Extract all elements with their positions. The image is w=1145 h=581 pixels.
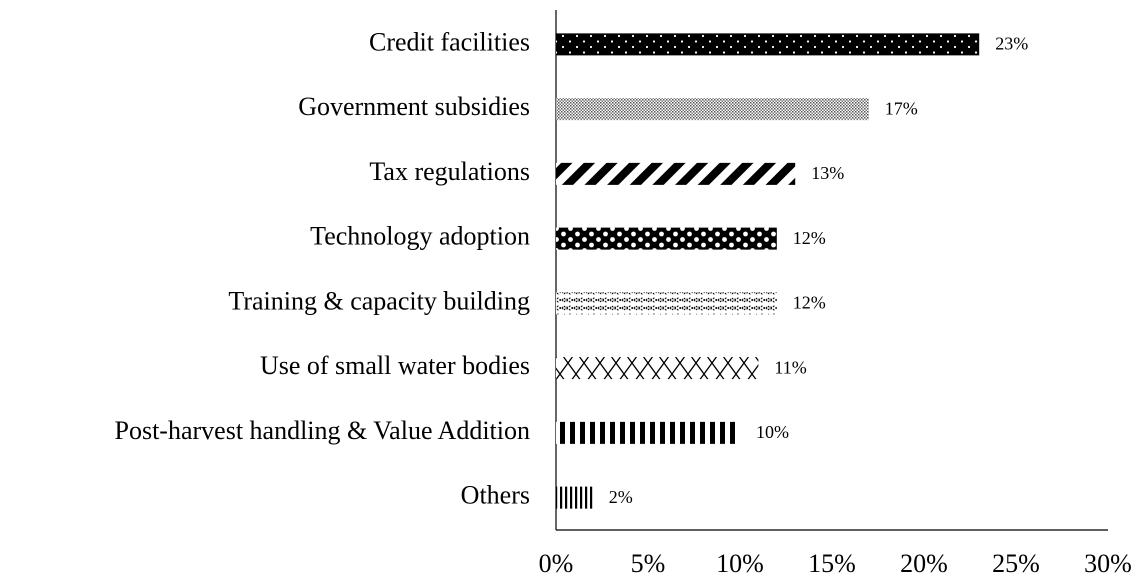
value-label: 11% xyxy=(774,357,806,377)
value-label: 13% xyxy=(811,163,844,183)
category-label: Use of small water bodies xyxy=(260,351,530,380)
x-tick-label: 10% xyxy=(716,549,764,578)
bar xyxy=(556,421,740,444)
value-label: 17% xyxy=(885,98,918,118)
bar xyxy=(556,33,980,56)
bar xyxy=(556,357,759,380)
x-tick-label: 25% xyxy=(992,549,1040,578)
category-label: Post-harvest handling & Value Addition xyxy=(115,416,531,445)
x-tick-label: 15% xyxy=(808,549,856,578)
x-tick-label: 30% xyxy=(1084,549,1132,578)
value-label: 12% xyxy=(793,293,826,313)
category-label: Technology adoption xyxy=(310,222,530,251)
x-tick-label: 5% xyxy=(631,549,666,578)
category-label: Training & capacity building xyxy=(228,286,530,315)
bar xyxy=(556,292,777,315)
value-label: 23% xyxy=(995,34,1028,54)
category-label: Others xyxy=(461,481,530,510)
value-label: 10% xyxy=(756,422,789,442)
bar xyxy=(556,227,777,250)
value-label: 12% xyxy=(793,228,826,248)
value-label: 2% xyxy=(609,487,633,507)
category-label: Credit facilities xyxy=(369,27,530,56)
bar xyxy=(556,486,593,509)
x-tick-label: 20% xyxy=(900,549,948,578)
x-tick-label: 0% xyxy=(539,549,574,578)
category-label: Tax regulations xyxy=(369,157,530,186)
category-label: Government subsidies xyxy=(298,92,530,121)
bar xyxy=(556,162,796,185)
bar xyxy=(556,98,869,121)
